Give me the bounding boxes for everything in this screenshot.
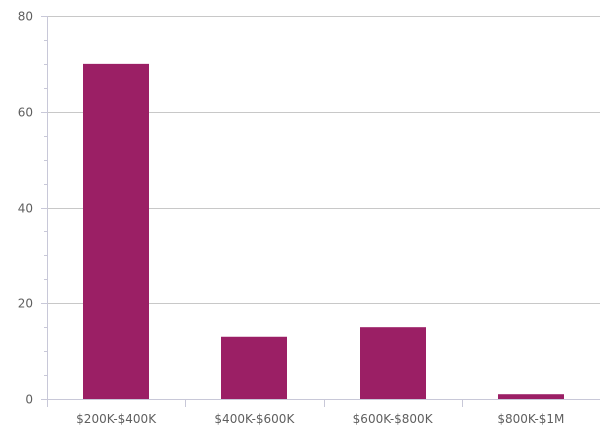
y-tick-label: 20 xyxy=(18,297,33,311)
x-tick-labels: $200K-$400K $400K-$600K $600K-$800K $800K-$… xyxy=(76,412,564,426)
axes xyxy=(41,16,600,407)
x-tick-label: $600K-$800K xyxy=(353,412,434,426)
y-tick-label: 40 xyxy=(18,202,33,216)
bar xyxy=(83,63,149,399)
bar xyxy=(360,327,426,399)
y-tick-label: 60 xyxy=(18,106,33,120)
x-tick-label: $400K-$600K xyxy=(214,412,295,426)
bar xyxy=(498,394,564,399)
x-tick-label: $200K-$400K xyxy=(76,412,157,426)
y-minor-ticks xyxy=(44,40,47,376)
bars xyxy=(83,63,564,399)
y-tick-label: 0 xyxy=(25,393,33,407)
bar xyxy=(221,336,287,399)
x-tick-label: $800K-$1M xyxy=(497,412,564,426)
y-tick-label: 80 xyxy=(18,10,33,24)
y-tick-labels: 0 20 40 60 80 xyxy=(18,10,33,407)
